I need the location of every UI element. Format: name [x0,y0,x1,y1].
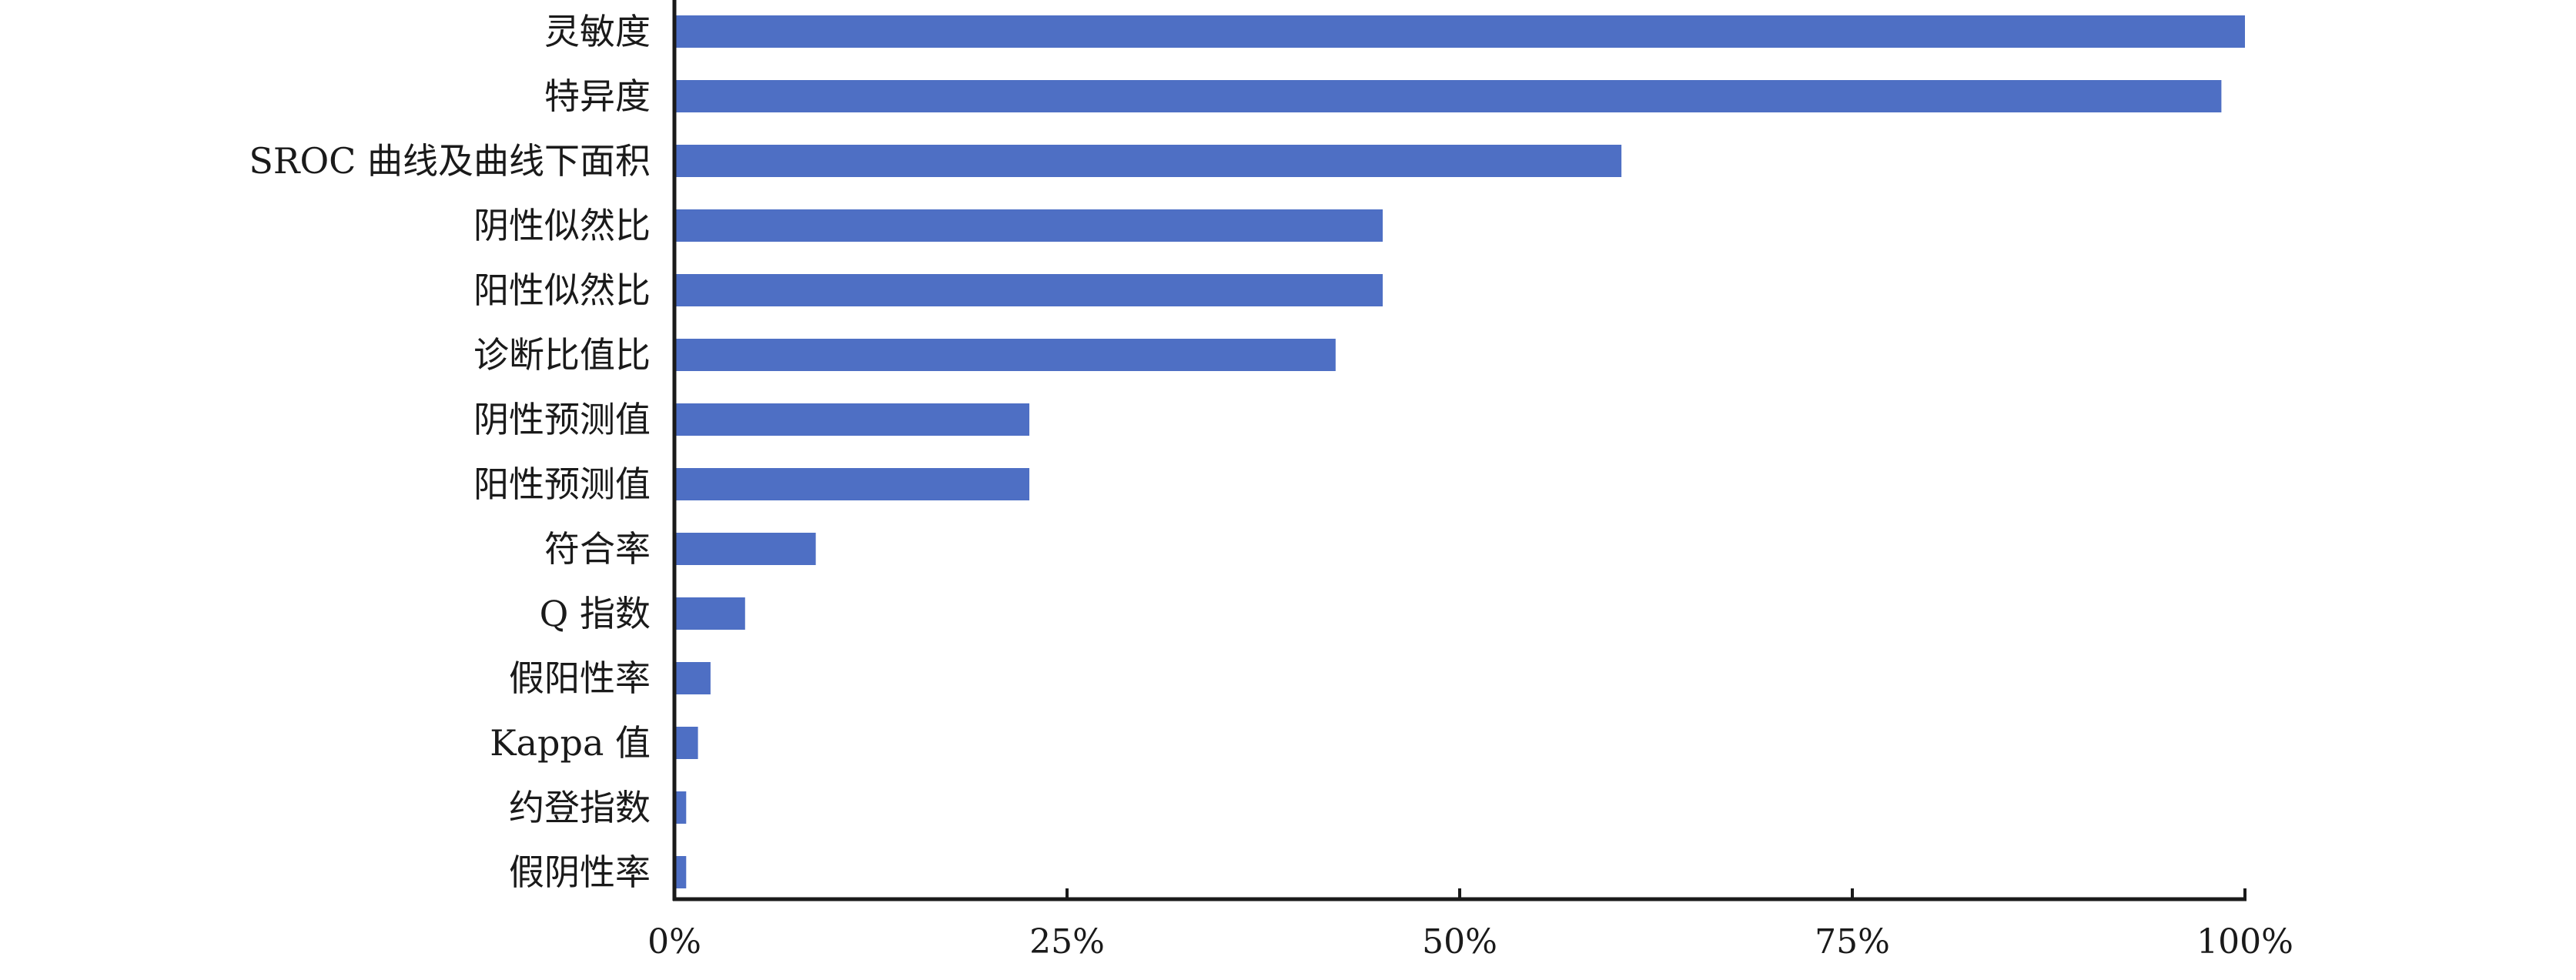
bar [674,80,2222,112]
bars-layer [674,15,2245,888]
category-label: 阴性预测值 [473,399,651,440]
x-ticks: 0% 25% 50% 75% 100% [647,888,2293,962]
category-label: SROC 曲线及曲线下面积 [249,140,651,182]
bar [674,209,1383,242]
x-tick-label: 25% [1029,922,1105,962]
bar [674,145,1622,177]
x-tick-label: 0% [647,922,701,962]
bar [674,727,698,759]
bar [674,533,816,565]
category-label: 诊断比值比 [473,334,651,376]
bar [674,274,1383,306]
bar [674,856,687,888]
category-label: 阴性似然比 [473,205,651,246]
bar [674,791,687,824]
bar [674,339,1336,371]
category-label: 阳性似然比 [473,269,651,311]
bar [674,468,1030,500]
category-label: Q 指数 [540,593,651,634]
x-tick-label: 75% [1815,922,1890,962]
category-label: 阳性预测值 [473,463,651,505]
category-label: 灵敏度 [544,11,651,52]
bar [674,403,1030,436]
category-label: Kappa 值 [490,722,651,764]
category-label: 特异度 [544,75,651,117]
bar [674,15,2245,48]
category-label: 符合率 [544,528,651,570]
bar [674,597,745,630]
category-label: 约登指数 [509,787,651,828]
bar [674,662,711,694]
axes [672,0,2246,901]
x-tick-label: 50% [1422,922,1497,962]
category-label: 假阴性率 [509,851,651,893]
x-tick-label: 100% [2196,922,2293,962]
category-label: 假阳性率 [509,657,651,699]
